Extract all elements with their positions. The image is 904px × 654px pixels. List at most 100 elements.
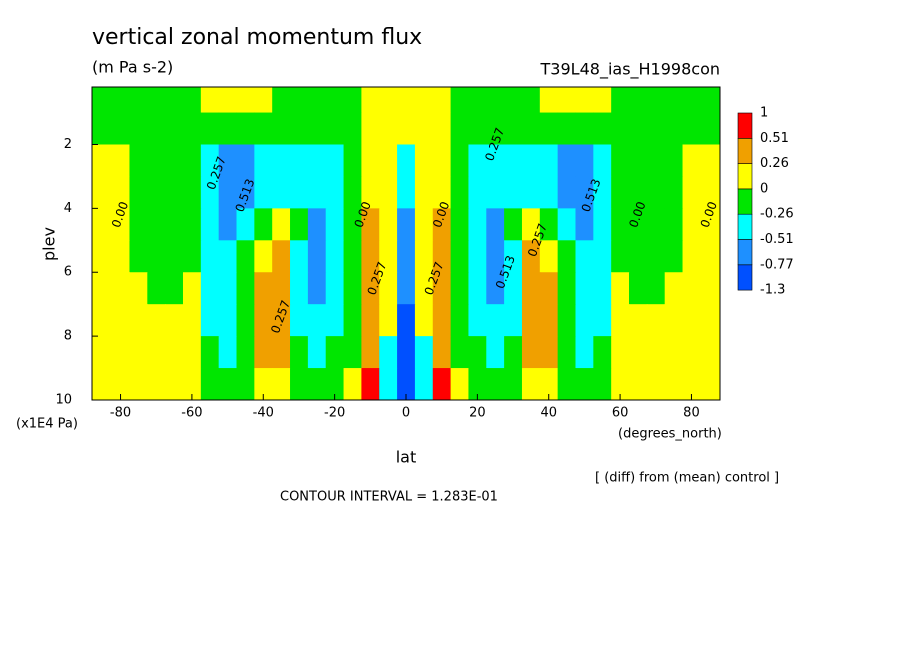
contour-cell: [521, 112, 541, 145]
contour-cell: [646, 336, 666, 369]
contour-cell: [629, 87, 648, 114]
contour-cell: [200, 208, 220, 241]
contour-cell: [450, 176, 469, 209]
contour-cell: [646, 176, 666, 209]
contour-cell: [397, 112, 416, 145]
contour-cell: [504, 176, 523, 209]
contour-cell: [682, 208, 701, 241]
contour-cell: [700, 208, 720, 241]
contour-cell: [254, 304, 273, 337]
contour-cell: [646, 144, 666, 177]
contour-cell: [468, 144, 487, 177]
y-axis-label: plev: [40, 227, 59, 261]
contour-cell: [361, 87, 380, 114]
contour-cell: [147, 208, 166, 241]
contour-cell: [254, 112, 273, 145]
contour-cell: [450, 240, 469, 273]
contour-cell: [290, 240, 309, 273]
contour-cell: [575, 272, 594, 305]
contour-cell: [539, 304, 559, 337]
contour-cell: [450, 144, 469, 177]
contour-cell: [111, 240, 130, 273]
colorbar-label: -0.26: [760, 207, 794, 222]
contour-cell: [343, 304, 362, 337]
contour-cell: [182, 336, 202, 369]
contour-cell: [664, 336, 684, 369]
contour-cell: [557, 272, 576, 305]
contour-cell: [307, 368, 327, 400]
contour-cell: [539, 208, 559, 241]
contour-cell: [218, 87, 238, 114]
contour-cell: [700, 368, 720, 400]
contour-cell: [432, 144, 452, 177]
contour-cell: [432, 176, 452, 209]
contour-cell: [629, 144, 648, 177]
contour-cell: [700, 112, 720, 145]
contour-cell: [379, 176, 398, 209]
contour-cell: [593, 176, 612, 209]
contour-cell: [575, 240, 594, 273]
contour-cell: [397, 87, 416, 114]
colorbar-box: [737, 239, 753, 266]
contour-cell: [432, 304, 452, 337]
contour-cell: [236, 208, 255, 241]
contour-cell: [397, 336, 416, 369]
contour-cell: [307, 87, 327, 114]
contour-cell: [450, 112, 469, 145]
contour-cell: [307, 176, 327, 209]
contour-cell: [290, 272, 309, 305]
contour-cell: [236, 87, 255, 114]
contour-cell: [468, 272, 487, 305]
contour-cell: [129, 144, 148, 177]
contour-cell: [182, 240, 202, 273]
contour-cell: [593, 208, 612, 241]
contour-cell: [218, 208, 238, 241]
contour-cell: [325, 87, 345, 114]
colorbar-label: 0: [760, 181, 768, 196]
colorbar-box: [737, 188, 753, 215]
contour-cell: [111, 208, 130, 241]
contour-cell: [539, 112, 559, 145]
contour-cell: [414, 112, 434, 145]
chart-title: vertical zonal momentum flux: [92, 25, 422, 50]
contour-cell: [611, 176, 630, 209]
contour-cell: [325, 112, 345, 145]
contour-cell: [129, 304, 148, 337]
contour-cell: [272, 336, 291, 369]
contour-cell: [504, 112, 523, 145]
y-tick-label: 4: [64, 201, 72, 216]
contour-cell: [218, 336, 238, 369]
contour-cell: [343, 87, 362, 114]
contour-cell: [92, 112, 113, 145]
contour-cell: [397, 304, 416, 337]
contour-cell: [414, 144, 434, 177]
contour-cell: [700, 176, 720, 209]
contour-cell: [593, 144, 612, 177]
contour-cell: [325, 208, 345, 241]
contour-cell: [325, 240, 345, 273]
contour-cell: [593, 368, 612, 400]
contour-cell: [629, 112, 648, 145]
contour-cell: [343, 336, 362, 369]
contour-cell: [182, 272, 202, 305]
colorbar-label: 0.26: [760, 156, 789, 171]
contour-cell: [486, 87, 505, 114]
contour-cell: [414, 336, 434, 369]
contour-cell: [575, 112, 594, 145]
contour-cell: [486, 176, 505, 209]
contour-cell: [521, 272, 541, 305]
contour-cell: [414, 272, 434, 305]
contour-cell: [611, 144, 630, 177]
contour-cell: [379, 144, 398, 177]
contour-cell: [593, 87, 612, 114]
contour-cell: [682, 272, 701, 305]
contour-cell: [432, 240, 452, 273]
contour-cell: [611, 304, 630, 337]
contour-cell: [92, 272, 113, 305]
contour-cell: [236, 272, 255, 305]
contour-cell: [486, 304, 505, 337]
contour-cell: [414, 208, 434, 241]
contour-cell: [664, 144, 684, 177]
contour-cell: [414, 304, 434, 337]
contour-cell: [236, 336, 255, 369]
